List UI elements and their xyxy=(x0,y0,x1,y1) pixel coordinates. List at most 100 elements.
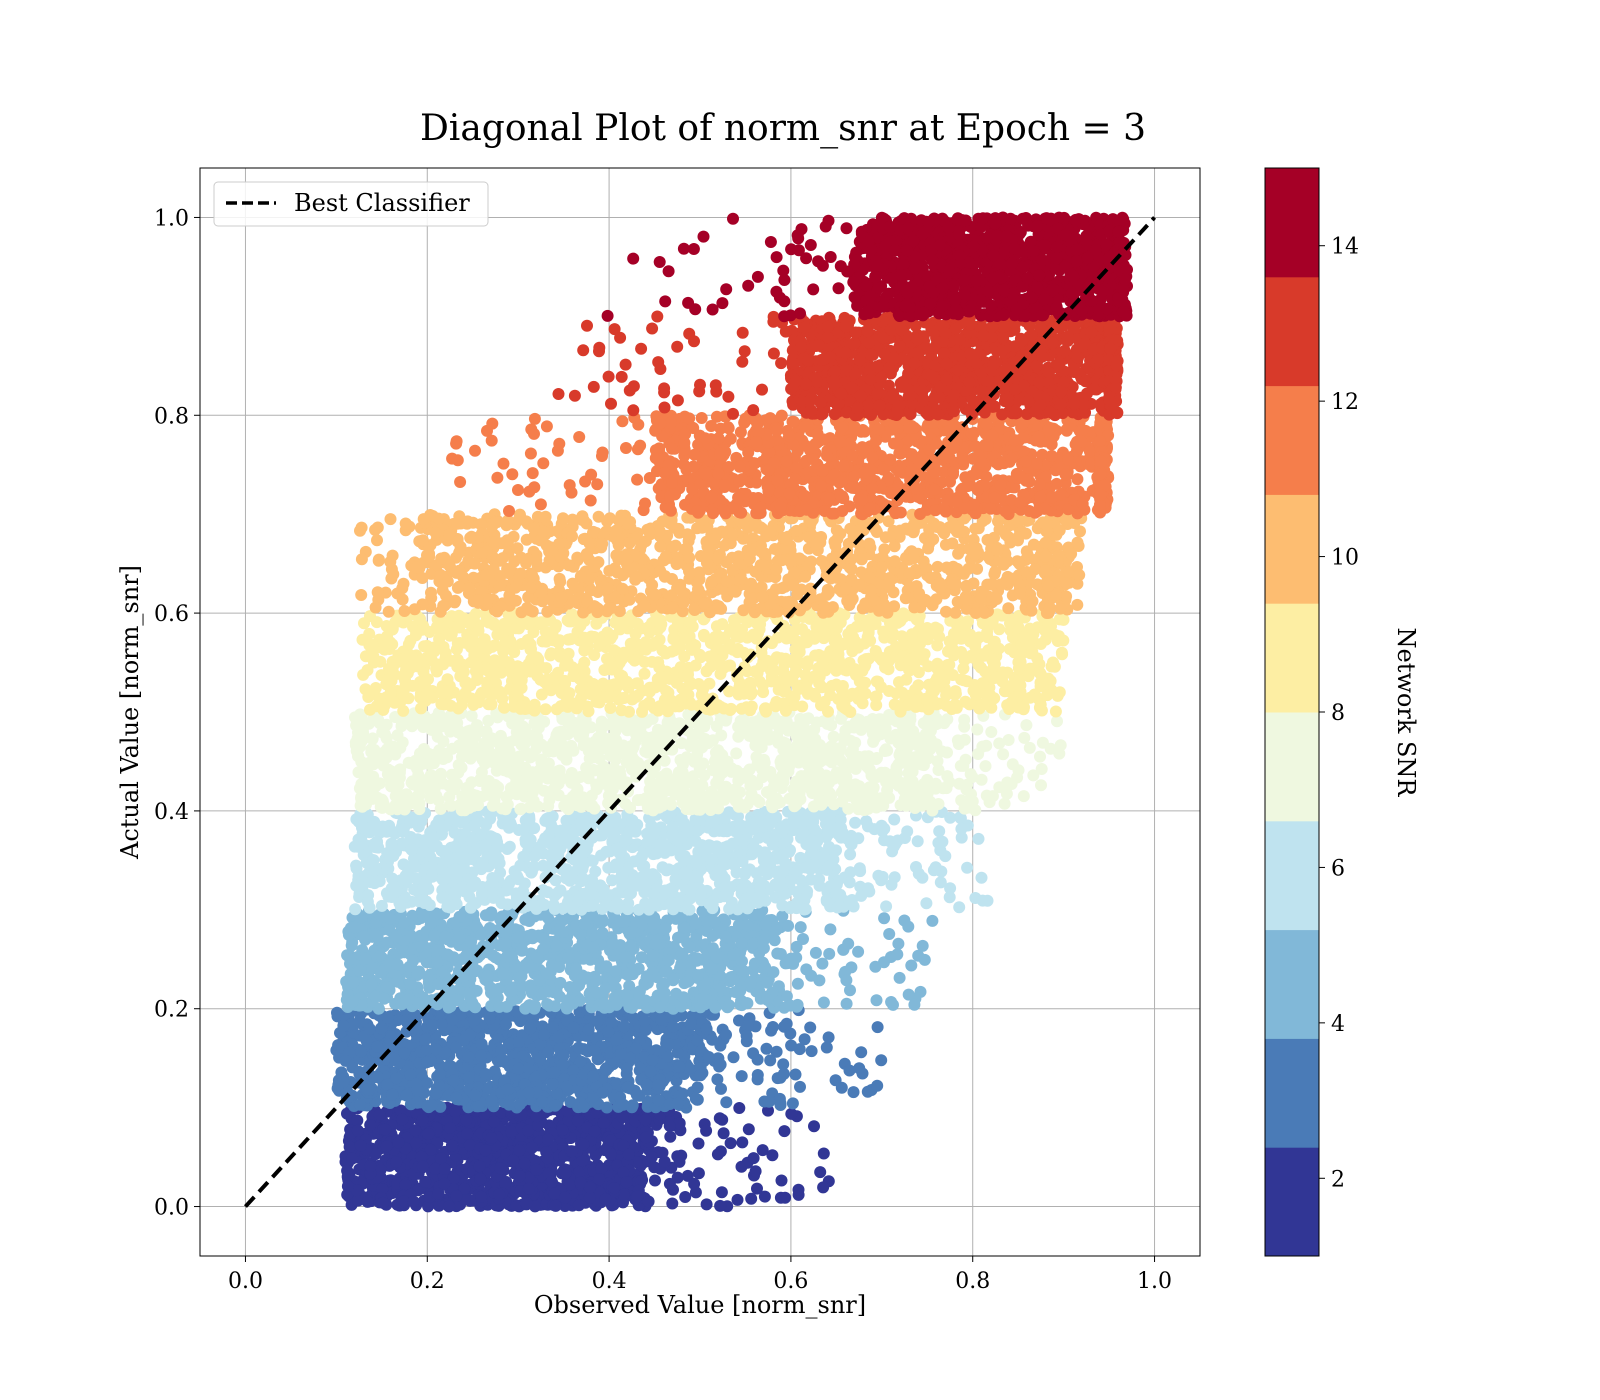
scatter-point xyxy=(416,1114,429,1127)
scatter-point xyxy=(381,1012,394,1024)
scatter-point xyxy=(428,929,441,942)
scatter-point xyxy=(505,1125,518,1138)
scatter-point xyxy=(493,1188,506,1201)
scatter-point xyxy=(559,1191,572,1204)
scatter-point xyxy=(392,1136,405,1149)
scatter-point xyxy=(388,1052,400,1065)
scatter-point xyxy=(706,962,719,975)
scatter-point xyxy=(522,1171,535,1184)
scatter-point xyxy=(479,839,492,852)
scatter-point xyxy=(622,1148,635,1161)
scatter-point xyxy=(770,924,783,936)
scatter-point xyxy=(731,1193,744,1206)
scatter-points xyxy=(330,211,1133,1213)
scatter-point xyxy=(785,1107,798,1120)
scatter-point xyxy=(708,915,721,928)
scatter-point xyxy=(520,1197,533,1210)
scatter-point xyxy=(642,1195,655,1208)
scatter-point xyxy=(736,1136,749,1149)
scatter-point xyxy=(793,1043,806,1056)
scatter-point xyxy=(694,1069,707,1082)
scatter-point xyxy=(542,1046,555,1059)
scatter-point xyxy=(631,1190,644,1203)
scatter-point xyxy=(883,928,896,940)
scatter-point xyxy=(652,1094,665,1107)
scatter-point xyxy=(751,1073,764,1086)
scatter-point xyxy=(706,1033,719,1046)
scatter-point xyxy=(554,824,567,837)
scatter-point xyxy=(955,822,968,835)
scatter-point xyxy=(754,812,767,825)
scatter-point xyxy=(638,1015,651,1028)
scatter-point xyxy=(651,1079,664,1092)
scatter-point xyxy=(485,1094,498,1107)
scatter-point xyxy=(718,890,731,903)
scatter-point xyxy=(777,1058,790,1071)
scatter-point xyxy=(512,1062,525,1075)
scatter-point xyxy=(361,1195,374,1208)
scatter-point xyxy=(751,1053,764,1066)
scatter-point xyxy=(588,1044,601,1057)
chart-title: Diagonal Plot of norm_snr at Epoch = 3 xyxy=(420,108,1146,149)
scatter-point xyxy=(773,1092,786,1105)
scatter-point xyxy=(485,1132,498,1144)
scatter-point xyxy=(524,1022,537,1035)
scatter-point xyxy=(714,1199,727,1212)
scatter-point xyxy=(398,1195,411,1208)
scatter-point xyxy=(359,952,372,965)
scatter-point xyxy=(487,1115,500,1128)
scatter-point xyxy=(722,841,735,853)
scatter-point xyxy=(484,812,497,825)
scatter-point xyxy=(367,854,380,867)
scatter-point xyxy=(505,819,518,832)
scatter-point xyxy=(615,1048,627,1060)
scatter-point xyxy=(835,831,847,844)
scatter-point xyxy=(515,944,528,957)
scatter-point xyxy=(397,823,410,836)
scatter-point xyxy=(574,1176,587,1189)
scatter-point xyxy=(639,1131,652,1144)
scatter-point xyxy=(398,1047,411,1060)
scatter-point xyxy=(439,930,452,943)
scatter-point xyxy=(845,961,858,974)
scatter-point xyxy=(582,1023,595,1036)
scatter-point xyxy=(648,1161,661,1174)
scatter-point xyxy=(804,1021,817,1034)
scatter-point xyxy=(774,821,787,834)
scatter-point xyxy=(497,967,510,980)
scatter-point xyxy=(813,974,826,987)
scatter-point xyxy=(500,1018,512,1031)
scatter-point xyxy=(446,1013,459,1026)
scatter-point xyxy=(908,998,921,1011)
points-band-2 xyxy=(340,904,939,1015)
scatter-point xyxy=(761,993,774,1006)
scatter-point xyxy=(469,897,482,910)
scatter-point xyxy=(346,1152,359,1165)
scatter-point xyxy=(817,850,830,863)
scatter-point xyxy=(622,888,635,901)
scatter-point xyxy=(671,1150,684,1163)
scatter-point xyxy=(847,1086,860,1099)
scatter-point xyxy=(757,934,770,947)
scatter-point xyxy=(422,1128,435,1140)
scatter-point xyxy=(649,938,662,950)
scatter-point xyxy=(898,914,911,927)
scatter-point xyxy=(611,857,624,870)
scatter-point xyxy=(691,824,704,837)
scatter-point xyxy=(735,1160,748,1173)
points-band-0 xyxy=(339,1101,835,1213)
scatter-point xyxy=(374,949,387,962)
scatter-point xyxy=(399,1178,412,1191)
scatter-point xyxy=(501,1083,514,1096)
scatter-point xyxy=(545,1175,558,1188)
scatter-point xyxy=(512,1036,525,1048)
scatter-point xyxy=(475,1049,488,1062)
scatter-point xyxy=(742,1123,755,1136)
scatter-point xyxy=(438,1177,451,1190)
scatter-point xyxy=(473,1160,486,1173)
scatter-point xyxy=(800,861,813,874)
scatter-point xyxy=(567,1021,580,1034)
scatter-point xyxy=(578,917,591,930)
scatter-point xyxy=(752,891,765,904)
scatter-point xyxy=(779,1191,792,1204)
